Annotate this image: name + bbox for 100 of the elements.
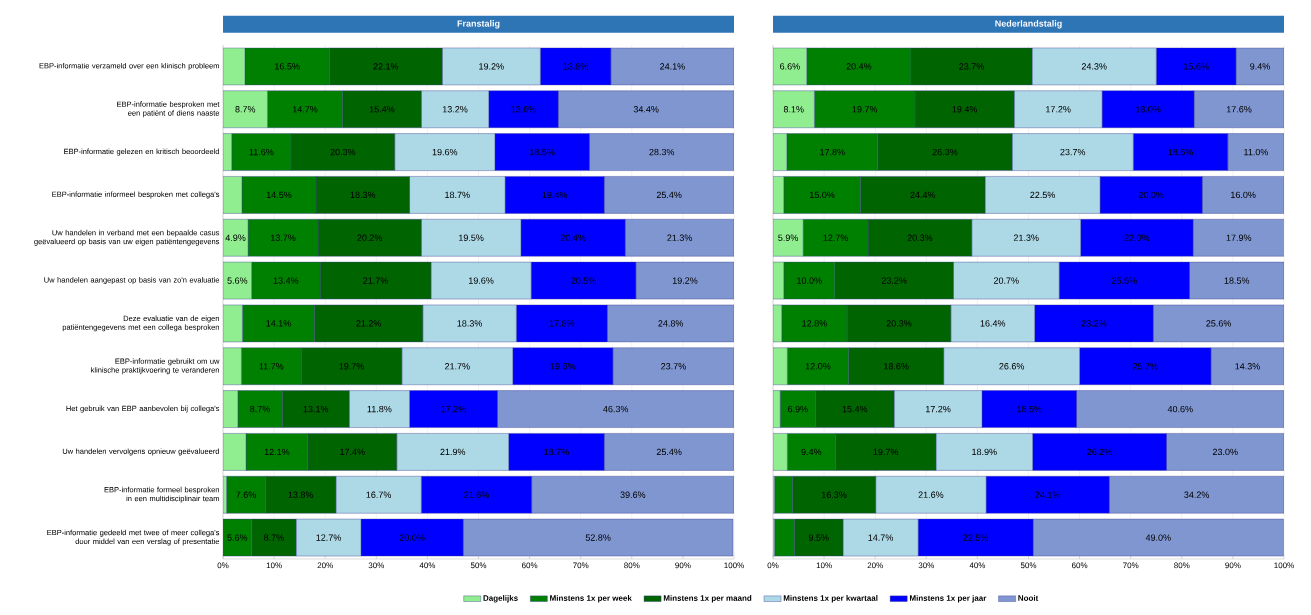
data-label: 17.2%: [1046, 106, 1071, 113]
x-tick-label: 80%: [1174, 562, 1190, 569]
data-label: 49.0%: [1145, 534, 1171, 541]
data-label: 16.4%: [980, 320, 1006, 327]
data-label: 22.1%: [373, 63, 399, 70]
x-tick-label: 10%: [816, 562, 832, 569]
data-label: 24.8%: [658, 320, 684, 327]
x-tick-label: 100%: [724, 562, 744, 569]
data-label: 18.5%: [1168, 148, 1193, 156]
data-label: 18.6%: [884, 363, 909, 370]
data-label: 52.8%: [585, 534, 611, 541]
data-label: 25.4%: [656, 448, 682, 456]
data-label: 17.2%: [925, 405, 951, 413]
x-tick-label: 20%: [867, 562, 883, 569]
data-label: 21.7%: [363, 277, 388, 284]
data-label: 20.3%: [886, 320, 912, 327]
data-label: 18.5%: [1224, 277, 1250, 284]
data-label: 21.3%: [1013, 234, 1039, 241]
data-label: 16.7%: [366, 491, 392, 498]
data-label: 20.2%: [357, 234, 383, 241]
data-label: 17.4%: [340, 448, 365, 456]
data-label: 23.2%: [881, 277, 907, 284]
data-label: 21.3%: [667, 234, 693, 241]
data-label: 16.5%: [275, 63, 300, 70]
data-label: 19.7%: [852, 106, 878, 113]
x-tick-label: 20%: [317, 562, 333, 569]
data-label: 14.1%: [266, 320, 291, 327]
data-label: 21.6%: [464, 491, 489, 498]
data-label: 26.6%: [999, 363, 1025, 370]
data-label: 15.4%: [369, 106, 395, 113]
x-tick-label: 40%: [419, 562, 436, 569]
data-label: 15.6%: [1184, 63, 1209, 70]
data-label: 8.7%: [250, 405, 270, 413]
data-label: 15.4%: [842, 405, 868, 413]
data-label: 34.2%: [1184, 491, 1210, 498]
legend-label: Nooit: [1018, 595, 1039, 601]
data-label: 5.6%: [227, 277, 248, 284]
data-label: 8.1%: [783, 106, 804, 113]
data-label: 17.8%: [549, 320, 575, 327]
data-label: 20.4%: [846, 63, 872, 70]
data-label: 13.2%: [442, 106, 468, 113]
data-label: 21.9%: [440, 448, 466, 456]
legend-label: Minstens 1x per jaar: [909, 595, 987, 603]
data-label: 19.7%: [873, 448, 899, 456]
chart-title: Franstalig: [457, 20, 500, 29]
data-label: 4.9%: [225, 234, 246, 241]
chart-title: Nederlandstalig: [995, 20, 1062, 29]
data-label: 18.5%: [1017, 405, 1042, 413]
data-label: 12.7%: [823, 234, 849, 241]
x-tick-label: 70%: [573, 562, 589, 569]
data-label: 12.0%: [805, 363, 831, 370]
data-label: 13.8%: [563, 63, 589, 70]
data-label: 19.6%: [432, 148, 458, 156]
data-label: 6.9%: [787, 405, 808, 413]
data-label: 19.2%: [672, 277, 698, 284]
data-label: 5.6%: [227, 534, 248, 541]
legend-label: Minstens 1x per maand: [663, 595, 752, 603]
data-label: 20.7%: [993, 277, 1019, 284]
data-label: 15.0%: [809, 191, 835, 199]
data-label: 13.1%: [303, 405, 329, 413]
data-label: 18.3%: [350, 191, 376, 199]
data-label: 28.3%: [649, 148, 675, 156]
data-label: 14.7%: [868, 534, 894, 541]
data-label: 12.1%: [264, 448, 290, 456]
data-label: 21.2%: [356, 320, 382, 327]
data-label: 14.3%: [1235, 363, 1260, 370]
data-label: 22.5%: [963, 534, 989, 541]
data-label: 8.7%: [235, 106, 256, 113]
data-label: 34.4%: [633, 106, 659, 113]
x-tick-label: 70%: [1123, 562, 1139, 569]
data-label: 10.0%: [797, 277, 822, 284]
data-label: 14.7%: [292, 106, 318, 113]
data-label: 5.9%: [778, 234, 799, 241]
data-label: 39.6%: [620, 491, 646, 498]
data-label: 12.8%: [802, 320, 827, 327]
data-label: 20.0%: [399, 534, 425, 541]
data-label: 26.2%: [1087, 448, 1112, 456]
x-tick-label: 50%: [470, 562, 487, 569]
data-label: 19.5%: [459, 234, 484, 241]
data-label: 18.7%: [445, 191, 470, 199]
data-label: 16.0%: [1231, 191, 1256, 199]
data-label: 12.7%: [316, 534, 341, 541]
data-label: 19.7%: [339, 363, 364, 370]
x-tick-label: 30%: [918, 562, 935, 569]
data-label: 19.6%: [469, 277, 494, 284]
data-label: 13.7%: [270, 234, 296, 241]
data-label: 14.5%: [266, 191, 292, 199]
data-label: 20.3%: [330, 148, 356, 156]
data-label: 9.5%: [808, 534, 829, 541]
data-label: 23.7%: [1060, 148, 1086, 156]
data-label: 17.6%: [1226, 106, 1252, 113]
legend-label: Minstens 1x per kwartaal: [783, 595, 878, 603]
data-label: 18.7%: [544, 448, 569, 456]
x-tick-label: 80%: [624, 562, 640, 569]
data-label: 22.0%: [1124, 234, 1150, 241]
data-label: 19.2%: [479, 63, 504, 70]
data-label: 22.5%: [1030, 191, 1055, 199]
x-tick-label: 90%: [675, 562, 691, 569]
legend-label: Minstens 1x per week: [550, 595, 632, 603]
data-label: 19.4%: [542, 191, 568, 199]
